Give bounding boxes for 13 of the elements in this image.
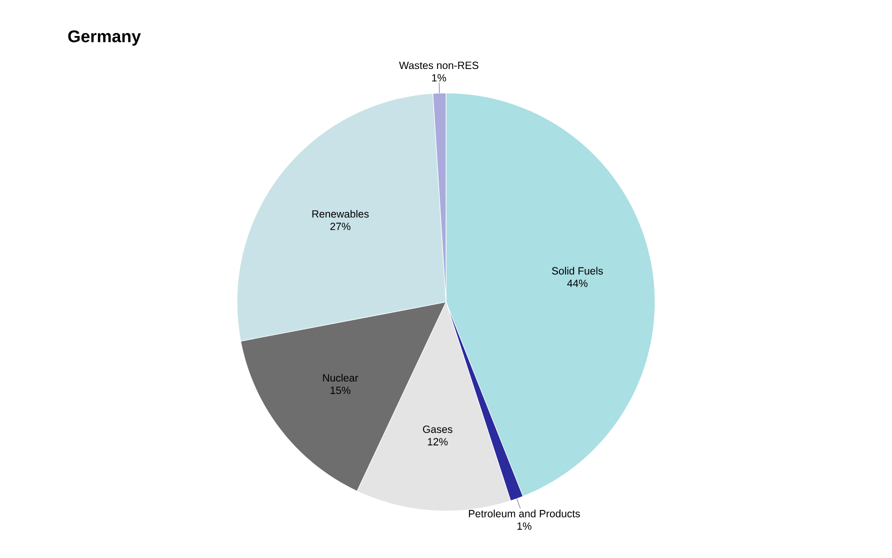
data-label: 15% xyxy=(330,386,350,394)
slice-label: Wastes non-RES xyxy=(399,62,478,70)
data-label: 12% xyxy=(428,438,448,446)
data-label: 44% xyxy=(567,280,588,287)
slice-label: Solid Fuels xyxy=(552,266,603,275)
chart-title: Germany xyxy=(68,30,141,46)
data-label: 1% xyxy=(432,74,446,82)
slice-label: Petroleum and Products xyxy=(468,510,580,518)
slice-label: Renewables xyxy=(312,210,369,218)
slice-label: Nuclear xyxy=(323,374,358,382)
data-label: 27% xyxy=(330,222,350,230)
data-label: 1% xyxy=(517,522,532,530)
slice-label: Gases xyxy=(423,426,452,433)
